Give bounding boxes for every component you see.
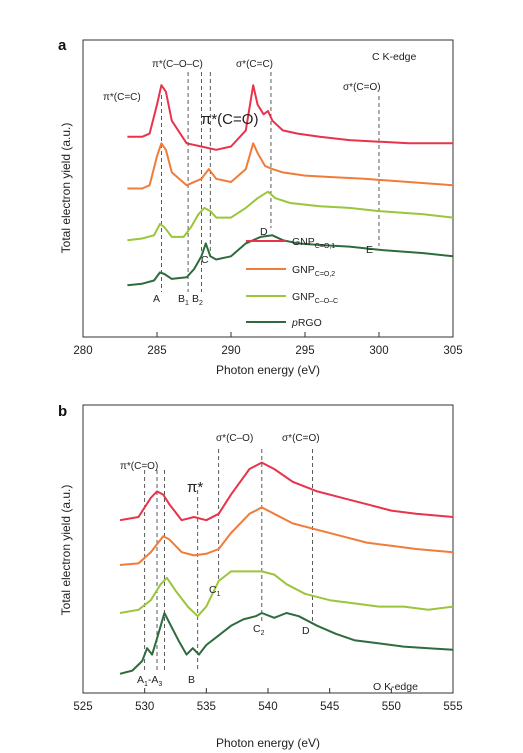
series-line-b-2 <box>119 570 454 618</box>
x-tick-label-a-2: 290 <box>221 345 240 357</box>
letter-C2: C2 <box>253 623 265 637</box>
x-tick-label-a-3: 295 <box>295 345 314 357</box>
legend: GNPC=O,1 GNPC=O,2 GNPC–O–C pRGO <box>246 236 338 329</box>
annot-sigma-co: σ*(C=O) <box>343 82 381 93</box>
panel-b-guide-lines <box>144 449 313 672</box>
legend-label-1: GNPC=O,1 <box>292 236 335 250</box>
panel-b: b 525 530 535 540 545 550 555 O K-edge π*(C=O)… <box>58 403 463 750</box>
series-line-a-2 <box>127 190 454 242</box>
letter-E: E <box>366 244 373 256</box>
panel-a-letter: a <box>58 37 67 54</box>
letter-D: D <box>260 226 268 238</box>
legend-label-3: GNPC–O–C <box>292 291 338 305</box>
annot-sigma-cc: σ*(C=C) <box>236 59 273 70</box>
panel-b-edge-label: O K-edge <box>373 681 418 693</box>
annot-pi-b: π* <box>187 479 203 496</box>
x-tick-label-b-4: 545 <box>320 701 339 713</box>
panel-a-curves <box>127 84 454 287</box>
panel-a-x-ticks: 280 285 290 295 300 305 <box>73 332 463 357</box>
annot-sigma-co-single: σ*(C–O) <box>216 433 253 444</box>
panel-a: a 280 285 290 295 300 305 C K-edge π*(C=C) π*… <box>58 37 463 377</box>
panel-b-ylabel: Total electron yield (a.u.) <box>59 485 73 616</box>
letter-B-o: B <box>188 674 195 686</box>
series-line-b-1 <box>119 506 454 566</box>
x-tick-label-a-0: 280 <box>73 345 92 357</box>
series-line-a-0 <box>127 84 453 151</box>
series-line-a-1 <box>127 142 454 190</box>
x-tick-label-a-4: 300 <box>369 345 388 357</box>
series-line-b-3 <box>119 612 454 675</box>
annot-pi-coc: π*(C–O–C) <box>152 59 203 70</box>
panel-a-frame <box>82 39 454 338</box>
x-tick-label-a-1: 285 <box>147 345 166 357</box>
panel-b-frame <box>82 404 454 694</box>
letter-C: C <box>201 254 209 266</box>
x-tick-label-a-5: 305 <box>443 345 462 357</box>
annot-sigma-co-double: σ*(C=O) <box>282 433 320 444</box>
x-tick-label-b-1: 530 <box>135 701 154 713</box>
panel-b-xlabel: Photon energy (eV) <box>216 736 320 750</box>
letter-D-o: D <box>302 625 310 637</box>
letter-A: A <box>153 293 160 305</box>
panel-b-curves <box>119 461 454 675</box>
x-tick-label-b-3: 540 <box>258 701 277 713</box>
legend-label-4: pRGO <box>291 317 322 329</box>
x-tick-label-b-5: 550 <box>382 701 401 713</box>
annot-pi-co: π*(C=O) <box>201 111 258 128</box>
annot-pi-cc: π*(C=C) <box>103 92 141 103</box>
letter-B2: B2 <box>192 293 203 307</box>
panel-b-letter: b <box>58 403 67 420</box>
letter-C1: C1 <box>209 584 221 598</box>
series-line-a-3 <box>127 234 454 287</box>
letter-A1-A3: A1-A3 <box>137 674 162 688</box>
panel-a-ylabel: Total electron yield (a.u.) <box>59 123 73 254</box>
letter-B1: B1 <box>178 293 189 307</box>
x-tick-label-b-2: 535 <box>197 701 216 713</box>
legend-label-2: GNPC=O,2 <box>292 264 335 278</box>
panel-a-xlabel: Photon energy (eV) <box>216 363 320 377</box>
panel-b-x-ticks: 525 530 535 540 545 550 555 <box>73 688 463 713</box>
annot-pi-co-b: π*(C=O) <box>120 461 158 472</box>
x-tick-label-b-6: 555 <box>443 701 462 713</box>
x-tick-label-b-0: 525 <box>73 701 92 713</box>
series-line-b-0 <box>119 461 454 522</box>
panel-a-edge-label: C K-edge <box>372 51 417 63</box>
